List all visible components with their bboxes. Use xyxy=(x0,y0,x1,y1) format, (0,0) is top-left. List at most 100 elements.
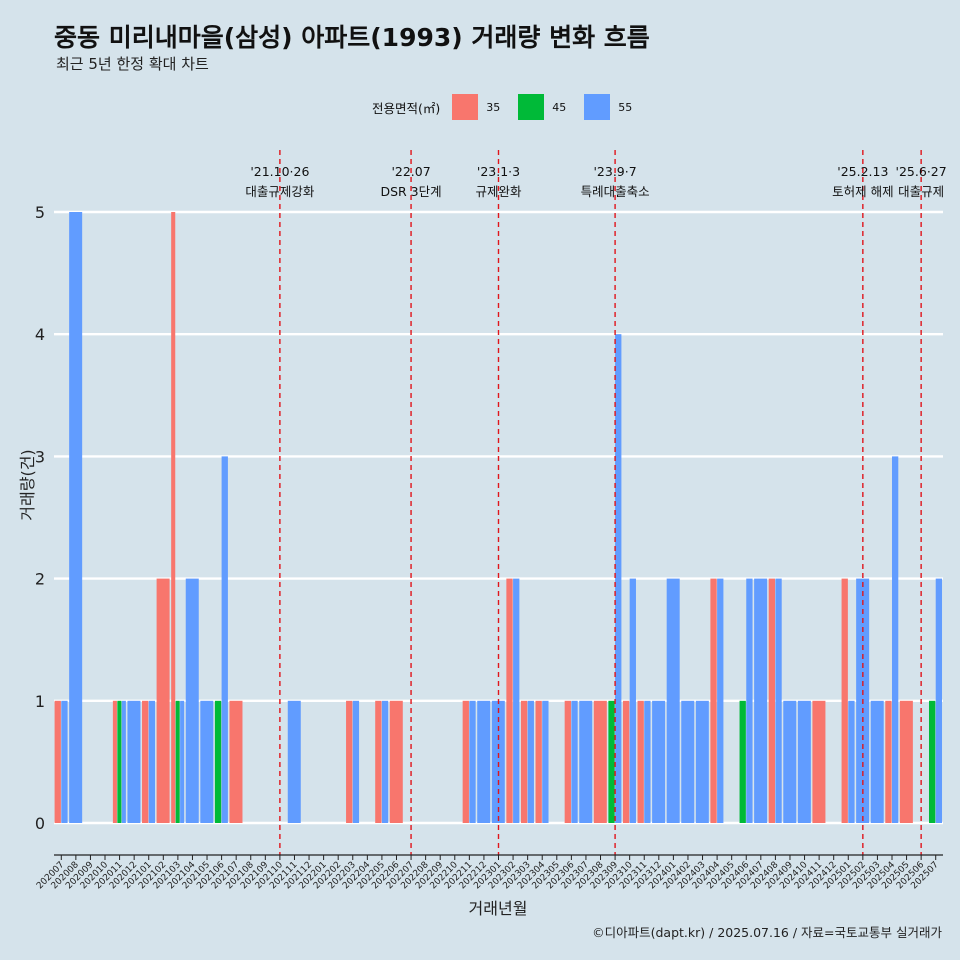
legend-label-55: 55 xyxy=(618,100,633,114)
event-markers: '21.10·26 대출규제강화 '22.07 DSR 3단계 '23.1·3 규제완화 '… xyxy=(245,150,947,855)
bar-202306-55 xyxy=(571,700,578,823)
bar-202404-55 xyxy=(717,578,724,823)
legend: 전용면적(㎡) 35 45 55 xyxy=(372,92,638,122)
bar-202103-35 xyxy=(171,212,176,823)
bar-202505-35 xyxy=(899,700,913,823)
event-desc-202506: 대출규제 xyxy=(898,184,944,199)
legend-item-35: 35 xyxy=(452,94,506,120)
bar-202205-35 xyxy=(375,700,382,823)
bar-202211-55 xyxy=(469,700,476,823)
bar-202203-55 xyxy=(352,700,360,823)
bar-202211-35 xyxy=(462,700,469,823)
y-axis: 0 1 2 3 4 5 xyxy=(35,203,45,833)
bar-202308-35 xyxy=(593,700,607,823)
y-tick-label-2: 2 xyxy=(35,570,45,589)
bar-202106-45 xyxy=(214,700,222,823)
bar-202311-55 xyxy=(644,700,651,823)
bar-202101-55 xyxy=(148,700,156,823)
bar-202102-35 xyxy=(156,578,170,823)
y-axis-title: 거래량(건) xyxy=(18,449,37,520)
bar-202203-35 xyxy=(346,700,353,823)
bar-202507-45 xyxy=(929,700,936,823)
source-caption: ©디아파트(dapt.kr) / 2025.07.16 / 자료=국토교통부 실… xyxy=(592,925,942,940)
bar-202103-45 xyxy=(175,700,180,823)
bar-202504-55 xyxy=(891,456,899,823)
x-axis-title: 거래년월 xyxy=(469,899,528,918)
chart-subtitle: 최근 5년 한정 확대 차트 xyxy=(56,55,209,73)
event-desc-202301: 규제완화 xyxy=(475,184,522,199)
bar-202504-35 xyxy=(885,700,892,823)
bar-202304-55 xyxy=(542,700,549,823)
bar-202206-35 xyxy=(389,700,403,823)
bar-202309-45 xyxy=(608,700,615,823)
x-axis: 2020072020082020092020102020112020122021… xyxy=(35,854,943,891)
bar-202008-55 xyxy=(69,212,83,823)
legend-key-55 xyxy=(584,94,611,120)
bar-202407-55 xyxy=(754,578,768,823)
event-date-202309: '23.9·7 xyxy=(593,164,636,179)
bar-202302-35 xyxy=(506,578,513,823)
bar-202011-35 xyxy=(112,700,117,823)
bar-202307-55 xyxy=(579,700,593,823)
bar-202501-55 xyxy=(848,700,855,823)
bar-202409-55 xyxy=(783,700,797,823)
bar-202306-35 xyxy=(564,700,571,823)
event-date-202502: '25.2.13 xyxy=(837,164,888,179)
legend-label-35: 35 xyxy=(486,100,501,114)
event-desc-202110: 대출규제강화 xyxy=(245,184,315,199)
event-desc-202502: 토허제 해제 xyxy=(832,184,893,199)
bar-202106-55 xyxy=(221,456,228,823)
event-date-202301: '23.1·3 xyxy=(477,164,520,179)
legend-item-45: 45 xyxy=(518,94,572,120)
legend-label-45: 45 xyxy=(552,100,567,114)
bar-202406-45 xyxy=(739,700,746,823)
legend-title: 전용면적(㎡) xyxy=(372,100,441,116)
bar-202406-55 xyxy=(746,578,753,823)
bar-202105-55 xyxy=(200,700,214,823)
bar-202301-55 xyxy=(491,700,505,823)
bar-202503-55 xyxy=(870,700,884,823)
event-date-202207: '22.07 xyxy=(391,164,430,179)
bar-202310-35 xyxy=(622,700,630,823)
bar-202103-55 xyxy=(180,700,185,823)
bar-202303-55 xyxy=(527,700,534,823)
bar-202507-55 xyxy=(935,578,943,823)
bar-202101-35 xyxy=(142,700,149,823)
bar-202411-35 xyxy=(812,700,826,823)
bar-202011-45 xyxy=(117,700,122,823)
bar-202007-35 xyxy=(54,700,61,823)
bars xyxy=(54,212,943,823)
bar-202309-55 xyxy=(615,334,622,823)
bar-202408-35 xyxy=(768,578,776,823)
legend-item-55: 55 xyxy=(584,94,638,120)
event-date-202110: '21.10·26 xyxy=(250,164,309,179)
legend-key-45 xyxy=(518,94,545,120)
bar-202111-55 xyxy=(287,700,301,823)
bar-202501-35 xyxy=(841,578,848,823)
bar-202212-55 xyxy=(477,700,491,823)
bar-202205-55 xyxy=(381,700,389,823)
bar-202012-55 xyxy=(127,700,141,823)
y-tick-label-0: 0 xyxy=(35,814,45,833)
bar-202007-55 xyxy=(61,700,68,823)
legend-key-35 xyxy=(452,94,479,120)
chart-title: 중동 미리내마을(삼성) 아파트(1993) 거래량 변화 흐름 xyxy=(54,23,650,52)
bar-202408-55 xyxy=(775,578,782,823)
bar-202311-35 xyxy=(637,700,644,823)
y-tick-label-4: 4 xyxy=(35,325,45,344)
bar-202303-35 xyxy=(520,700,528,823)
bar-202302-55 xyxy=(513,578,520,823)
y-tick-label-5: 5 xyxy=(35,203,45,222)
bar-202404-35 xyxy=(710,578,717,823)
y-tick-label-3: 3 xyxy=(35,447,45,466)
bar-202410-55 xyxy=(797,700,811,823)
y-tick-label-1: 1 xyxy=(35,692,45,711)
bar-202107-35 xyxy=(229,700,243,823)
bar-202310-55 xyxy=(629,578,636,823)
event-date-202506: '25.6·27 xyxy=(896,164,947,179)
bar-202402-55 xyxy=(681,700,695,823)
bar-202104-55 xyxy=(185,578,199,823)
event-desc-202207: DSR 3단계 xyxy=(380,184,441,199)
bar-202401-55 xyxy=(666,578,680,823)
